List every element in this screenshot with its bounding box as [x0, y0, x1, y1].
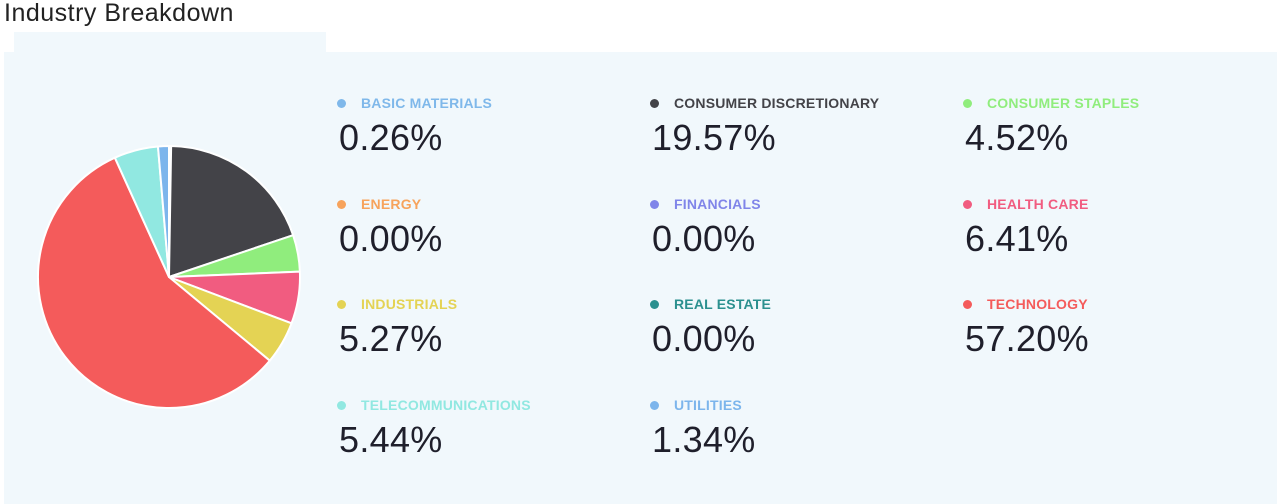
pie-slice-technology[interactable]	[36, 156, 271, 409]
legend-dot-icon	[337, 98, 346, 108]
legend-value: 5.44%	[339, 419, 443, 460]
legend-dot-icon	[963, 299, 972, 309]
title-underlay	[14, 32, 326, 52]
legend-dot-icon	[650, 98, 659, 108]
legend-dot-icon	[650, 199, 659, 209]
legend-header: CONSUMER DISCRETIONARY	[650, 94, 879, 112]
legend-value: 19.57%	[652, 117, 776, 158]
legend-value: 4.52%	[965, 117, 1069, 158]
legend-label: BASIC MATERIALS	[361, 95, 493, 111]
pie-slice-consumer-discretionary[interactable]	[168, 145, 295, 278]
legend-value: 1.34%	[652, 419, 756, 460]
legend-value: 5.27%	[339, 318, 443, 359]
legend-header: BASIC MATERIALS	[337, 94, 492, 112]
legend-header: TECHNOLOGY	[963, 295, 1088, 313]
legend-dot-icon	[963, 98, 972, 108]
legend-label: FINANCIALS	[674, 196, 761, 212]
legend-label: HEALTH CARE	[987, 196, 1089, 212]
legend-label: CONSUMER STAPLES	[987, 95, 1140, 111]
legend-label: ENERGY	[361, 196, 422, 212]
legend-item-real-estate[interactable]: REAL ESTATE 0.00%	[650, 295, 940, 375]
legend-label: UTILITIES	[674, 397, 742, 413]
legend-item-health-care[interactable]: HEALTH CARE 6.41%	[963, 195, 1253, 275]
legend-value: 57.20%	[965, 318, 1089, 359]
legend-item-industrials[interactable]: INDUSTRIALS 5.27%	[337, 295, 627, 375]
legend-header: TELECOMMUNICATIONS	[337, 396, 531, 414]
pie-slice-utilities[interactable]	[156, 144, 170, 278]
legend-item-telecommunications[interactable]: TELECOMMUNICATIONS 5.44%	[337, 396, 627, 476]
legend-value: 6.41%	[965, 218, 1069, 259]
legend-value: 0.26%	[339, 117, 443, 158]
legend-value: 0.00%	[339, 218, 443, 259]
legend-label: TELECOMMUNICATIONS	[361, 397, 531, 413]
legend-item-energy[interactable]: ENERGY 0.00%	[337, 195, 627, 275]
legend-item-consumer-discretionary[interactable]: CONSUMER DISCRETIONARY 19.57%	[650, 94, 940, 174]
legend-dot-icon	[337, 400, 346, 410]
legend-header: REAL ESTATE	[650, 295, 771, 313]
legend-header: INDUSTRIALS	[337, 295, 457, 313]
legend-dot-icon	[650, 400, 659, 410]
legend-item-technology[interactable]: TECHNOLOGY 57.20%	[963, 295, 1253, 375]
legend-dot-icon	[337, 299, 346, 309]
legend-label: TECHNOLOGY	[987, 296, 1088, 312]
pie-chart	[36, 144, 301, 409]
legend-value: 0.00%	[652, 218, 756, 259]
legend-item-consumer-staples[interactable]: CONSUMER STAPLES 4.52%	[963, 94, 1253, 174]
legend-header: ENERGY	[337, 195, 421, 213]
legend-header: CONSUMER STAPLES	[963, 94, 1139, 112]
legend-item-financials[interactable]: FINANCIALS 0.00%	[650, 195, 940, 275]
legend-header: UTILITIES	[650, 396, 742, 414]
legend-item-utilities[interactable]: UTILITIES 1.34%	[650, 396, 940, 476]
legend-item-basic-materials[interactable]: BASIC MATERIALS 0.26%	[337, 94, 627, 174]
legend-label: CONSUMER DISCRETIONARY	[674, 95, 880, 111]
legend-header: HEALTH CARE	[963, 195, 1089, 213]
legend-header: FINANCIALS	[650, 195, 761, 213]
legend-dot-icon	[963, 199, 972, 209]
legend-dot-icon	[650, 299, 659, 309]
legend-label: REAL ESTATE	[674, 296, 772, 312]
legend-label: INDUSTRIALS	[361, 296, 458, 312]
page-title: Industry Breakdown	[4, 0, 234, 27]
legend-value: 0.00%	[652, 318, 756, 359]
legend-dot-icon	[337, 199, 346, 209]
